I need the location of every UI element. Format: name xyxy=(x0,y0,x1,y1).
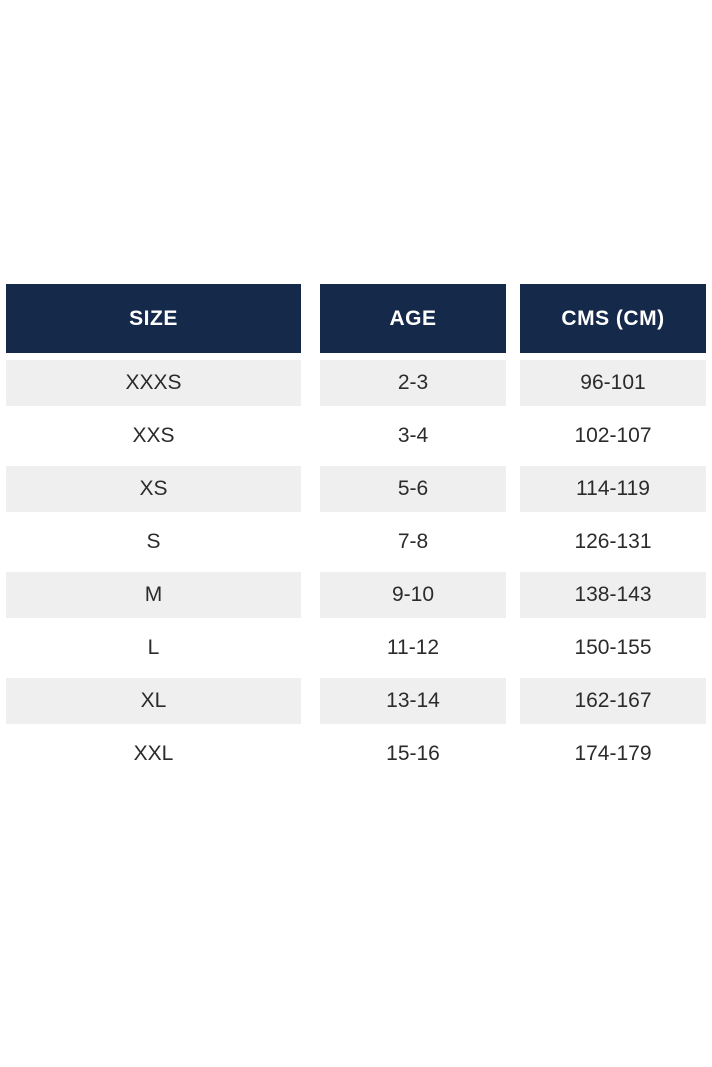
cms-cell: 138-143 xyxy=(520,572,706,618)
cms-cell: 114-119 xyxy=(520,466,706,512)
table-row: L 11-12 150-155 xyxy=(6,625,706,671)
age-cell: 15-16 xyxy=(320,731,506,777)
age-cell: 3-4 xyxy=(320,413,506,459)
table-row: XXL 15-16 174-179 xyxy=(6,731,706,777)
age-cell: 13-14 xyxy=(320,678,506,724)
size-cell: XXL xyxy=(6,731,301,777)
age-cell: 9-10 xyxy=(320,572,506,618)
size-cell: XXS xyxy=(6,413,301,459)
age-cell: 2-3 xyxy=(320,360,506,406)
size-cell: XXXS xyxy=(6,360,301,406)
table-header-row: SIZE AGE CMS (CM) xyxy=(6,284,706,353)
size-chart-table: SIZE AGE CMS (CM) XXXS 2-3 96-101 XXS 3-… xyxy=(6,284,706,784)
table-row: XXS 3-4 102-107 xyxy=(6,413,706,459)
age-cell: 7-8 xyxy=(320,519,506,565)
column-header-age: AGE xyxy=(320,284,506,353)
column-header-size: SIZE xyxy=(6,284,301,353)
size-cell: M xyxy=(6,572,301,618)
cms-cell: 96-101 xyxy=(520,360,706,406)
table-row: S 7-8 126-131 xyxy=(6,519,706,565)
cms-cell: 102-107 xyxy=(520,413,706,459)
cms-cell: 174-179 xyxy=(520,731,706,777)
size-cell: XL xyxy=(6,678,301,724)
table-row: XXXS 2-3 96-101 xyxy=(6,360,706,406)
cms-cell: 162-167 xyxy=(520,678,706,724)
size-cell: XS xyxy=(6,466,301,512)
table-row: XL 13-14 162-167 xyxy=(6,678,706,724)
size-cell: S xyxy=(6,519,301,565)
table-row: XS 5-6 114-119 xyxy=(6,466,706,512)
column-header-cms: CMS (CM) xyxy=(520,284,706,353)
cms-cell: 150-155 xyxy=(520,625,706,671)
table-row: M 9-10 138-143 xyxy=(6,572,706,618)
age-cell: 5-6 xyxy=(320,466,506,512)
cms-cell: 126-131 xyxy=(520,519,706,565)
size-cell: L xyxy=(6,625,301,671)
age-cell: 11-12 xyxy=(320,625,506,671)
